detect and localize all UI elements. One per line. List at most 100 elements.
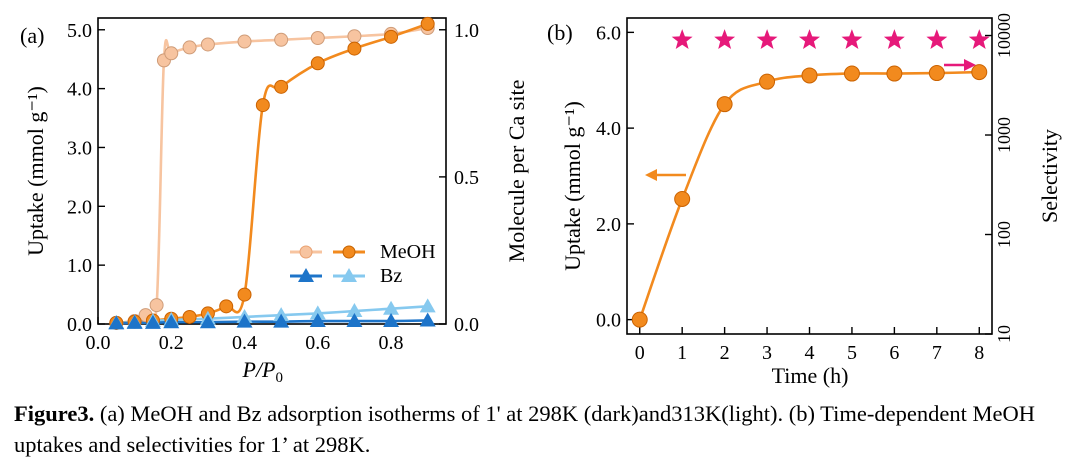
data-point <box>347 41 362 56</box>
data-point <box>347 29 362 44</box>
x-tick-label-a: 0.4 <box>232 332 257 354</box>
caption-text: (a) MeOH and Bz adsorption isotherms of … <box>14 401 1035 457</box>
figure-caption: Figure3. (a) MeOH and Bz adsorption isot… <box>14 398 1074 460</box>
selectivity-star <box>714 29 736 49</box>
y-tick-label-a: 4.0 <box>67 79 92 101</box>
x-tick-label-b: 4 <box>805 342 815 364</box>
data-point <box>274 79 289 94</box>
y2-tick-label-b: 1000 <box>994 117 1014 153</box>
series-line <box>638 70 980 321</box>
data-point <box>843 65 860 82</box>
data-point <box>163 314 180 329</box>
data-point <box>310 56 325 71</box>
y2-tick-label-b: 10 <box>994 325 1014 343</box>
x-tick-label-b: 0 <box>635 342 645 364</box>
x-tick-label-a: 0.2 <box>159 332 184 354</box>
y2-tick-label-b: 100 <box>994 221 1014 248</box>
panel-a-label: (a) <box>20 23 44 48</box>
left-axis-arrow <box>645 169 686 181</box>
data-point <box>674 190 691 207</box>
data-point <box>182 309 197 324</box>
selectivity-star <box>799 29 820 49</box>
y-axis-label-a: Uptake (mmol g⁻¹) <box>23 86 48 256</box>
selectivity-star <box>841 29 863 49</box>
data-point <box>716 96 733 113</box>
data-point <box>237 287 252 302</box>
data-point <box>164 46 179 61</box>
y2-tick-label-b: 10000 <box>994 13 1014 58</box>
data-point <box>383 300 400 315</box>
x-axis-label-a: P/P0 <box>241 357 283 386</box>
series-group-b <box>631 29 990 328</box>
legend-marker-meoh-dark <box>342 245 356 259</box>
y2-tick-label-a: 1.0 <box>454 20 479 42</box>
data-point <box>419 312 436 327</box>
y-tick-label-b: 0.0 <box>596 310 621 332</box>
y-tick-label-a: 3.0 <box>67 137 92 159</box>
data-point <box>255 98 270 113</box>
data-point <box>419 298 436 313</box>
y2-axis-label-b: Selectivity <box>1037 129 1062 223</box>
data-point <box>309 305 326 320</box>
y2-axis-label-a: Molecule per Ca site <box>504 80 529 263</box>
data-point <box>273 313 290 328</box>
data-point <box>886 65 903 82</box>
legend-label-bz: Bz <box>380 265 402 287</box>
x-tick-label-b: 5 <box>847 342 857 364</box>
data-point <box>236 313 253 328</box>
data-point <box>144 314 161 329</box>
data-point <box>149 298 164 313</box>
data-point <box>182 40 197 55</box>
axis-ticks-b: 0 1 2 3 4 5 6 7 8 0.0 2.0 4.0 6.0 10 100 1000 10000 <box>596 13 1014 364</box>
y-tick-label-b: 6.0 <box>596 22 621 44</box>
x-axis-label-b: Time (h) <box>772 363 849 388</box>
x-tick-label-b: 6 <box>889 342 899 364</box>
selectivity-star <box>968 29 990 49</box>
x-tick-label-b: 3 <box>762 342 772 364</box>
data-point <box>309 313 326 328</box>
data-point <box>237 34 252 49</box>
x-tick-label-b: 7 <box>932 342 942 364</box>
x-tick-label-a: 0.8 <box>379 332 404 354</box>
data-point <box>346 313 363 328</box>
data-point <box>126 314 143 329</box>
x-tick-label-a: 0.6 <box>305 332 330 354</box>
selectivity-star <box>883 29 905 49</box>
selectivity-star <box>926 29 948 49</box>
y2-tick-label-a: 0.5 <box>454 167 479 189</box>
y-tick-label-a: 1.0 <box>67 255 92 277</box>
plot-frame-a <box>97 17 447 325</box>
legend-marker-bz-light <box>341 268 357 282</box>
legend-marker-bz-dark <box>298 268 314 282</box>
x-tick-label-b: 1 <box>677 342 687 364</box>
x-tick-label-a: 0.0 <box>86 332 111 354</box>
selectivity-star <box>671 29 693 49</box>
data-point <box>759 73 776 90</box>
panel-a: 0.0 0.2 0.4 0.6 0.8 0.0 1.0 2.0 3.0 4.0 5.0 0.0 0.5 1… <box>20 16 529 386</box>
data-point <box>310 31 325 46</box>
data-point <box>219 299 234 314</box>
data-point <box>971 64 988 81</box>
series-group-a <box>108 16 436 330</box>
selectivity-star <box>756 29 778 49</box>
data-point <box>801 67 818 84</box>
axis-ticks-a: 0.0 0.2 0.4 0.6 0.8 0.0 1.0 2.0 3.0 4.0 5.0 0.0 0.5 1… <box>67 20 479 354</box>
data-point <box>383 313 400 328</box>
y2-tick-label-a: 0.0 <box>454 314 479 336</box>
panel-b-label: (b) <box>547 20 573 45</box>
x-tick-label-b: 8 <box>974 342 984 364</box>
x-tick-label-b: 2 <box>720 342 730 364</box>
legend-label-meoh: MeOH <box>380 241 436 263</box>
figure: 0.0 0.2 0.4 0.6 0.8 0.0 1.0 2.0 3.0 4.0 5.0 0.0 0.5 1… <box>20 13 1062 388</box>
y-tick-label-a: 5.0 <box>67 20 92 42</box>
data-point <box>108 315 125 330</box>
y-axis-label-b: Uptake (mmol g⁻¹) <box>560 101 585 271</box>
data-point <box>420 16 435 31</box>
legend-a: MeOH Bz <box>290 241 436 287</box>
data-point <box>199 314 216 329</box>
y-tick-label-b: 4.0 <box>596 118 621 140</box>
y-tick-label-b: 2.0 <box>596 214 621 236</box>
y-tick-label-a: 2.0 <box>67 196 92 218</box>
data-point <box>274 32 289 47</box>
